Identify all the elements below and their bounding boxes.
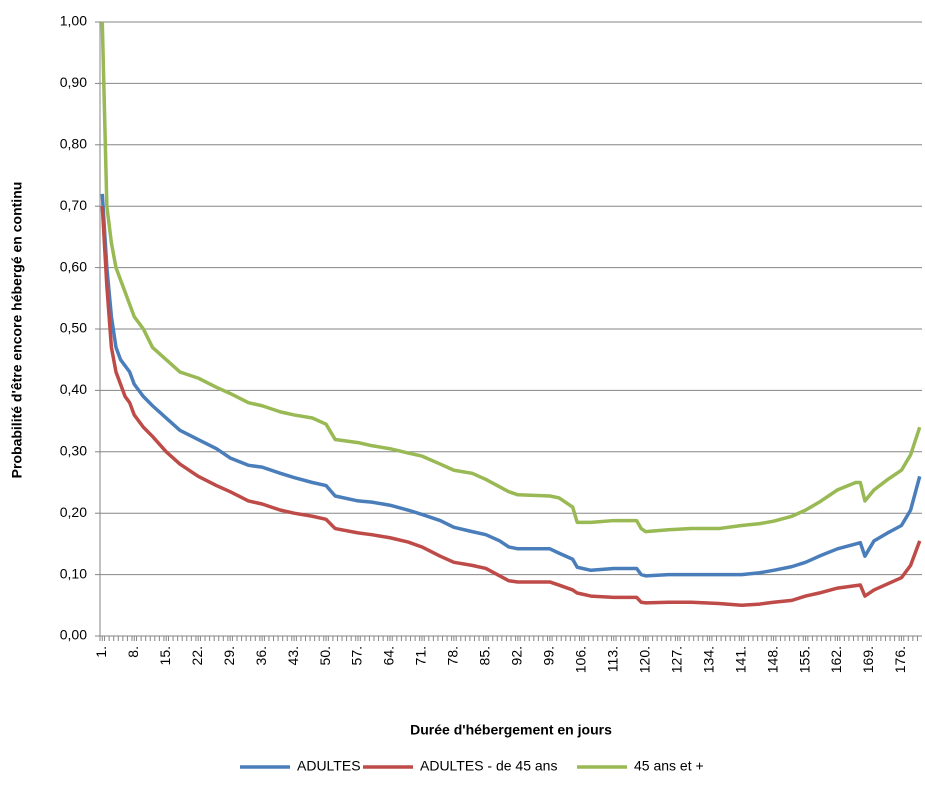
x-tick-label: 22. [189,646,205,665]
legend-label: 45 ans et + [634,758,704,774]
x-tick-label: 169. [860,646,876,673]
x-tick-label: 64. [381,646,397,665]
y-tick-label: 0,80 [60,136,87,152]
x-tick-label: 99. [541,646,557,665]
x-tick-label: 8. [125,646,141,658]
x-tick-label: 36. [253,646,269,665]
y-tick-label: 0,00 [60,627,87,643]
x-tick-label: 127. [668,646,684,673]
x-tick-label: 50. [317,646,333,665]
x-tick-label: 155. [796,646,812,673]
x-tick-label: 57. [349,646,365,665]
x-tick-label: 78. [445,646,461,665]
y-tick-label: 0,20 [60,504,87,520]
x-tick-label: 113. [604,646,620,672]
x-tick-label: 134. [700,646,716,673]
legend-label: ADULTES - de 45 ans [420,758,557,774]
y-tick-label: 0,60 [60,258,87,274]
y-tick-label: 0,70 [60,197,87,213]
y-tick-label: 1,00 [60,13,87,29]
x-tick-label: 71. [413,646,429,665]
x-axis-title: Durée d'hébergement en jours [410,722,612,738]
x-tick-label: 148. [764,646,780,673]
y-tick-label: 0,30 [60,443,87,459]
x-tick-label: 43. [285,646,301,665]
y-tick-label: 0,50 [60,320,87,336]
legend-label: ADULTES [297,758,361,774]
x-tick-label: 92. [509,646,525,665]
x-tick-label: 120. [636,646,652,673]
x-tick-label: 176. [892,646,908,673]
y-tick-label: 0,10 [60,565,87,581]
line-series [100,206,922,608]
y-tick-label: 0,90 [60,74,87,90]
y-tick-label: 0,40 [60,381,87,397]
x-tick-label: 85. [477,646,493,665]
x-tick-label: 141. [732,646,748,673]
x-tick-label: 1. [93,646,109,658]
x-tick-label: 162. [828,646,844,673]
line-series [100,21,922,534]
x-tick-label: 15. [157,646,173,665]
x-tick-label: 29. [221,646,237,665]
y-axis-title: Probabilité d'être encore hébergé en con… [9,182,25,479]
line-series [100,193,922,578]
x-tick-label: 106. [572,646,588,673]
